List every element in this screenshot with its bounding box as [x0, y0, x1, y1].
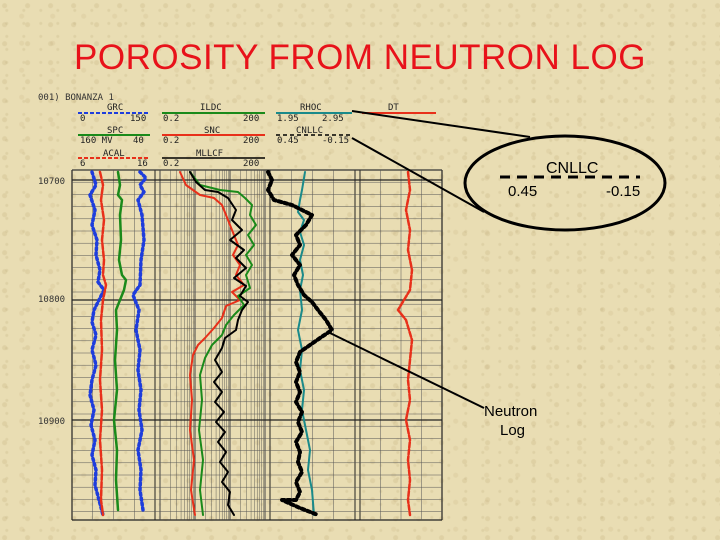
- spc-min: 160 MV: [80, 136, 113, 146]
- callout-right-value: -0.15: [606, 183, 640, 200]
- snc-min: 0.2: [163, 136, 179, 146]
- rhoc-label: RHOC: [300, 103, 322, 113]
- annotation-line1: Neutron: [484, 403, 537, 420]
- mllcf-min: 0.2: [163, 159, 179, 169]
- grc-curve: [88, 170, 106, 517]
- slide-title: POROSITY FROM NEUTRON LOG: [74, 38, 646, 77]
- neutron-arrow-line: [329, 332, 485, 409]
- depth-10700: 10700: [38, 177, 65, 187]
- callout-name: CNLLC: [546, 160, 598, 177]
- acal-max: 16: [137, 159, 148, 169]
- snc-max: 200: [243, 136, 259, 146]
- log-grid: [71, 169, 443, 521]
- mllcf-curve: [189, 171, 249, 516]
- ildc-curve: [189, 171, 257, 516]
- track1-header: GRC 0 150 SPC 160 MV 40 ACAL 6 16: [78, 103, 150, 169]
- depth-10800: 10800: [38, 295, 65, 305]
- grc-curve-right: [131, 170, 148, 512]
- snc-label: SNC: [204, 126, 220, 136]
- track4-header: DT: [362, 103, 436, 114]
- ildc-max: 200: [243, 114, 259, 124]
- cnllc-min: 0.45: [277, 136, 299, 146]
- spc-label: SPC: [107, 126, 123, 136]
- grc-label: GRC: [107, 103, 123, 113]
- dt-curve: [396, 170, 414, 517]
- ildc-min: 0.2: [163, 114, 179, 124]
- depth-10900: 10900: [38, 417, 65, 427]
- mllcf-max: 200: [243, 159, 259, 169]
- callout-leader-bottom: [351, 137, 485, 213]
- callout-leader-top: [351, 110, 531, 138]
- cnllc-label: CNLLC: [296, 126, 323, 136]
- callout-ellipse: [463, 134, 667, 232]
- track2-header: ILDC 0.2 200 SNC 0.2 200 MLLCF 0.2 200: [162, 103, 265, 169]
- grc-min: 0: [80, 114, 85, 124]
- depth-labels: 10700 10800 10900: [38, 177, 65, 427]
- cnllc-curve: [266, 170, 334, 517]
- callout-left-value: 0.45: [508, 183, 537, 200]
- snc-curve: [179, 171, 245, 516]
- track3-header: RHOC 1.95 2.95 CNLLC 0.45 -0.15: [276, 103, 352, 146]
- grc-max: 150: [130, 114, 146, 124]
- rhoc-curve: [297, 171, 315, 516]
- annotation-line2: Log: [500, 422, 525, 439]
- well-header: 001) BONANZA 1: [38, 93, 114, 103]
- acal-min: 6: [80, 159, 85, 169]
- cnllc-max: -0.15: [322, 136, 349, 146]
- rhoc-min: 1.95: [277, 114, 299, 124]
- rhoc-max: 2.95: [322, 114, 344, 124]
- acal-curve: [98, 170, 108, 517]
- spc-max: 40: [133, 136, 144, 146]
- acal-label: ACAL: [103, 149, 125, 159]
- spc-curve: [112, 170, 128, 512]
- dt-label: DT: [388, 103, 399, 113]
- ildc-label: ILDC: [200, 103, 222, 113]
- mllcf-label: MLLCF: [196, 149, 223, 159]
